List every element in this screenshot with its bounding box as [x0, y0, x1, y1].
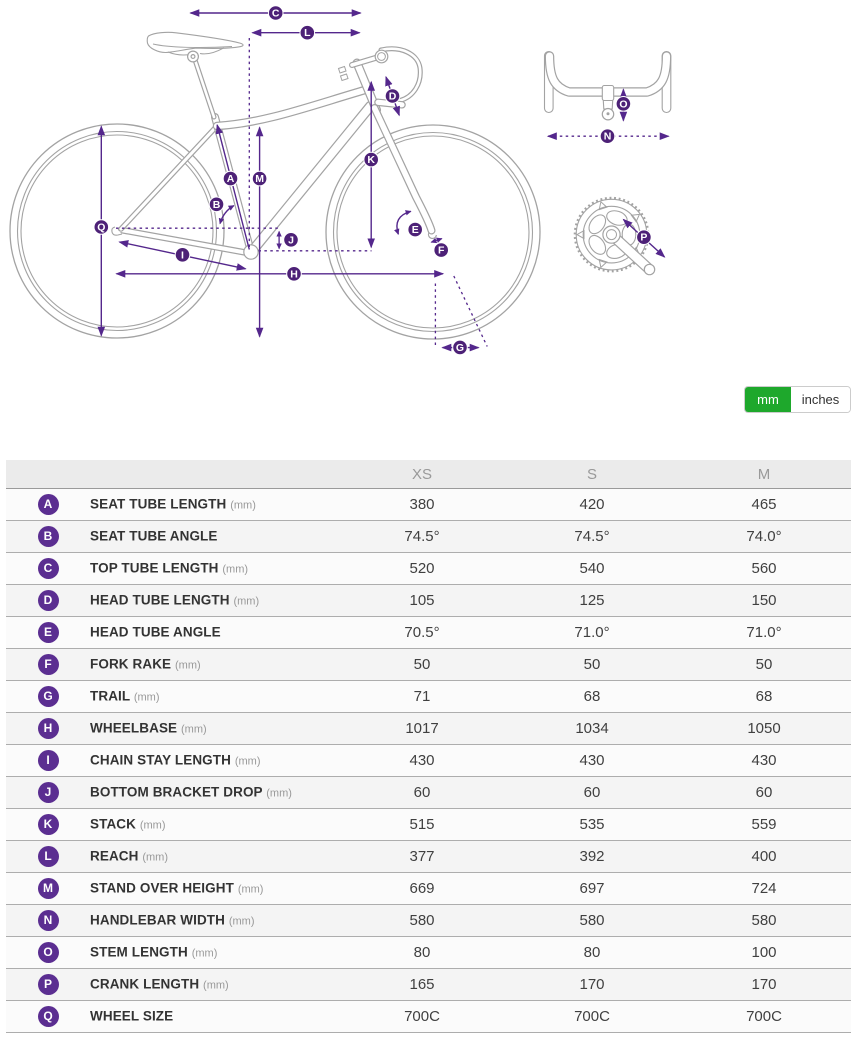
svg-text:F: F — [438, 245, 445, 257]
svg-text:H: H — [290, 268, 298, 280]
svg-text:P: P — [640, 232, 647, 244]
svg-text:K: K — [367, 154, 375, 166]
svg-text:O: O — [619, 98, 627, 110]
svg-text:B: B — [213, 199, 221, 211]
svg-text:N: N — [604, 131, 612, 143]
svg-text:D: D — [389, 91, 397, 103]
svg-text:Q: Q — [97, 222, 105, 234]
svg-text:G: G — [456, 342, 464, 354]
svg-text:C: C — [272, 8, 280, 20]
svg-text:L: L — [304, 27, 311, 39]
svg-text:I: I — [181, 249, 184, 261]
svg-text:J: J — [288, 234, 294, 246]
svg-text:A: A — [227, 173, 235, 185]
svg-text:M: M — [255, 173, 264, 185]
svg-text:E: E — [412, 224, 419, 236]
